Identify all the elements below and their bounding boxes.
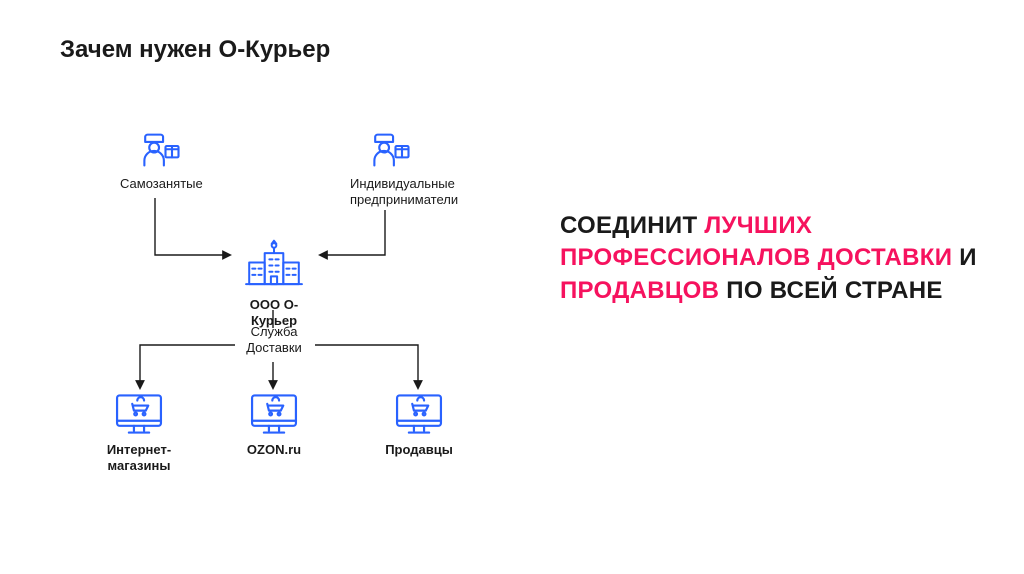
node-label: Индивидуальныепредприниматели — [350, 176, 428, 209]
edge-service-sellers — [315, 345, 418, 388]
headline-plain: СОЕДИНИТ — [560, 212, 704, 239]
edge-self_employed-hub — [155, 198, 230, 255]
courier-icon — [133, 120, 185, 172]
node-label: Продавцы — [380, 442, 458, 458]
edge-service-shops — [140, 345, 235, 388]
node-ozon: OZON.ru — [235, 390, 313, 458]
monitor-icon — [112, 390, 166, 438]
node-label: Самозанятые — [120, 176, 198, 192]
edge-entrepreneurs-hub — [320, 210, 385, 255]
node-label: Интернет-магазины — [100, 442, 178, 475]
node-label: СлужбаДоставки — [235, 324, 313, 357]
headline: СОЕДИНИТ ЛУЧШИХ ПРОФЕССИОНАЛОВ ДОСТАВКИ … — [560, 210, 980, 307]
headline-plain: И — [952, 244, 977, 271]
headline-plain: ПО ВСЕЙ СТРАНЕ — [719, 277, 942, 304]
courier-icon — [363, 120, 415, 172]
node-sellers: Продавцы — [380, 390, 458, 458]
node-hub: ООО О-Курьер — [235, 235, 313, 330]
monitor-icon — [392, 390, 446, 438]
building-icon — [243, 235, 305, 293]
headline-accent: ПРОДАВЦОВ — [560, 277, 719, 304]
node-self-employed: Самозанятые — [120, 120, 198, 192]
monitor-icon — [247, 390, 301, 438]
node-shops: Интернет-магазины — [100, 390, 178, 475]
diagram-container: Самозанятые Индивидуальныепредпринимател… — [60, 110, 530, 530]
page-title: Зачем нужен О-Курьер — [60, 36, 330, 64]
node-label: OZON.ru — [235, 442, 313, 458]
node-service: СлужбаДоставки — [235, 320, 313, 357]
node-entrepreneurs: Индивидуальныепредприниматели — [350, 120, 428, 209]
